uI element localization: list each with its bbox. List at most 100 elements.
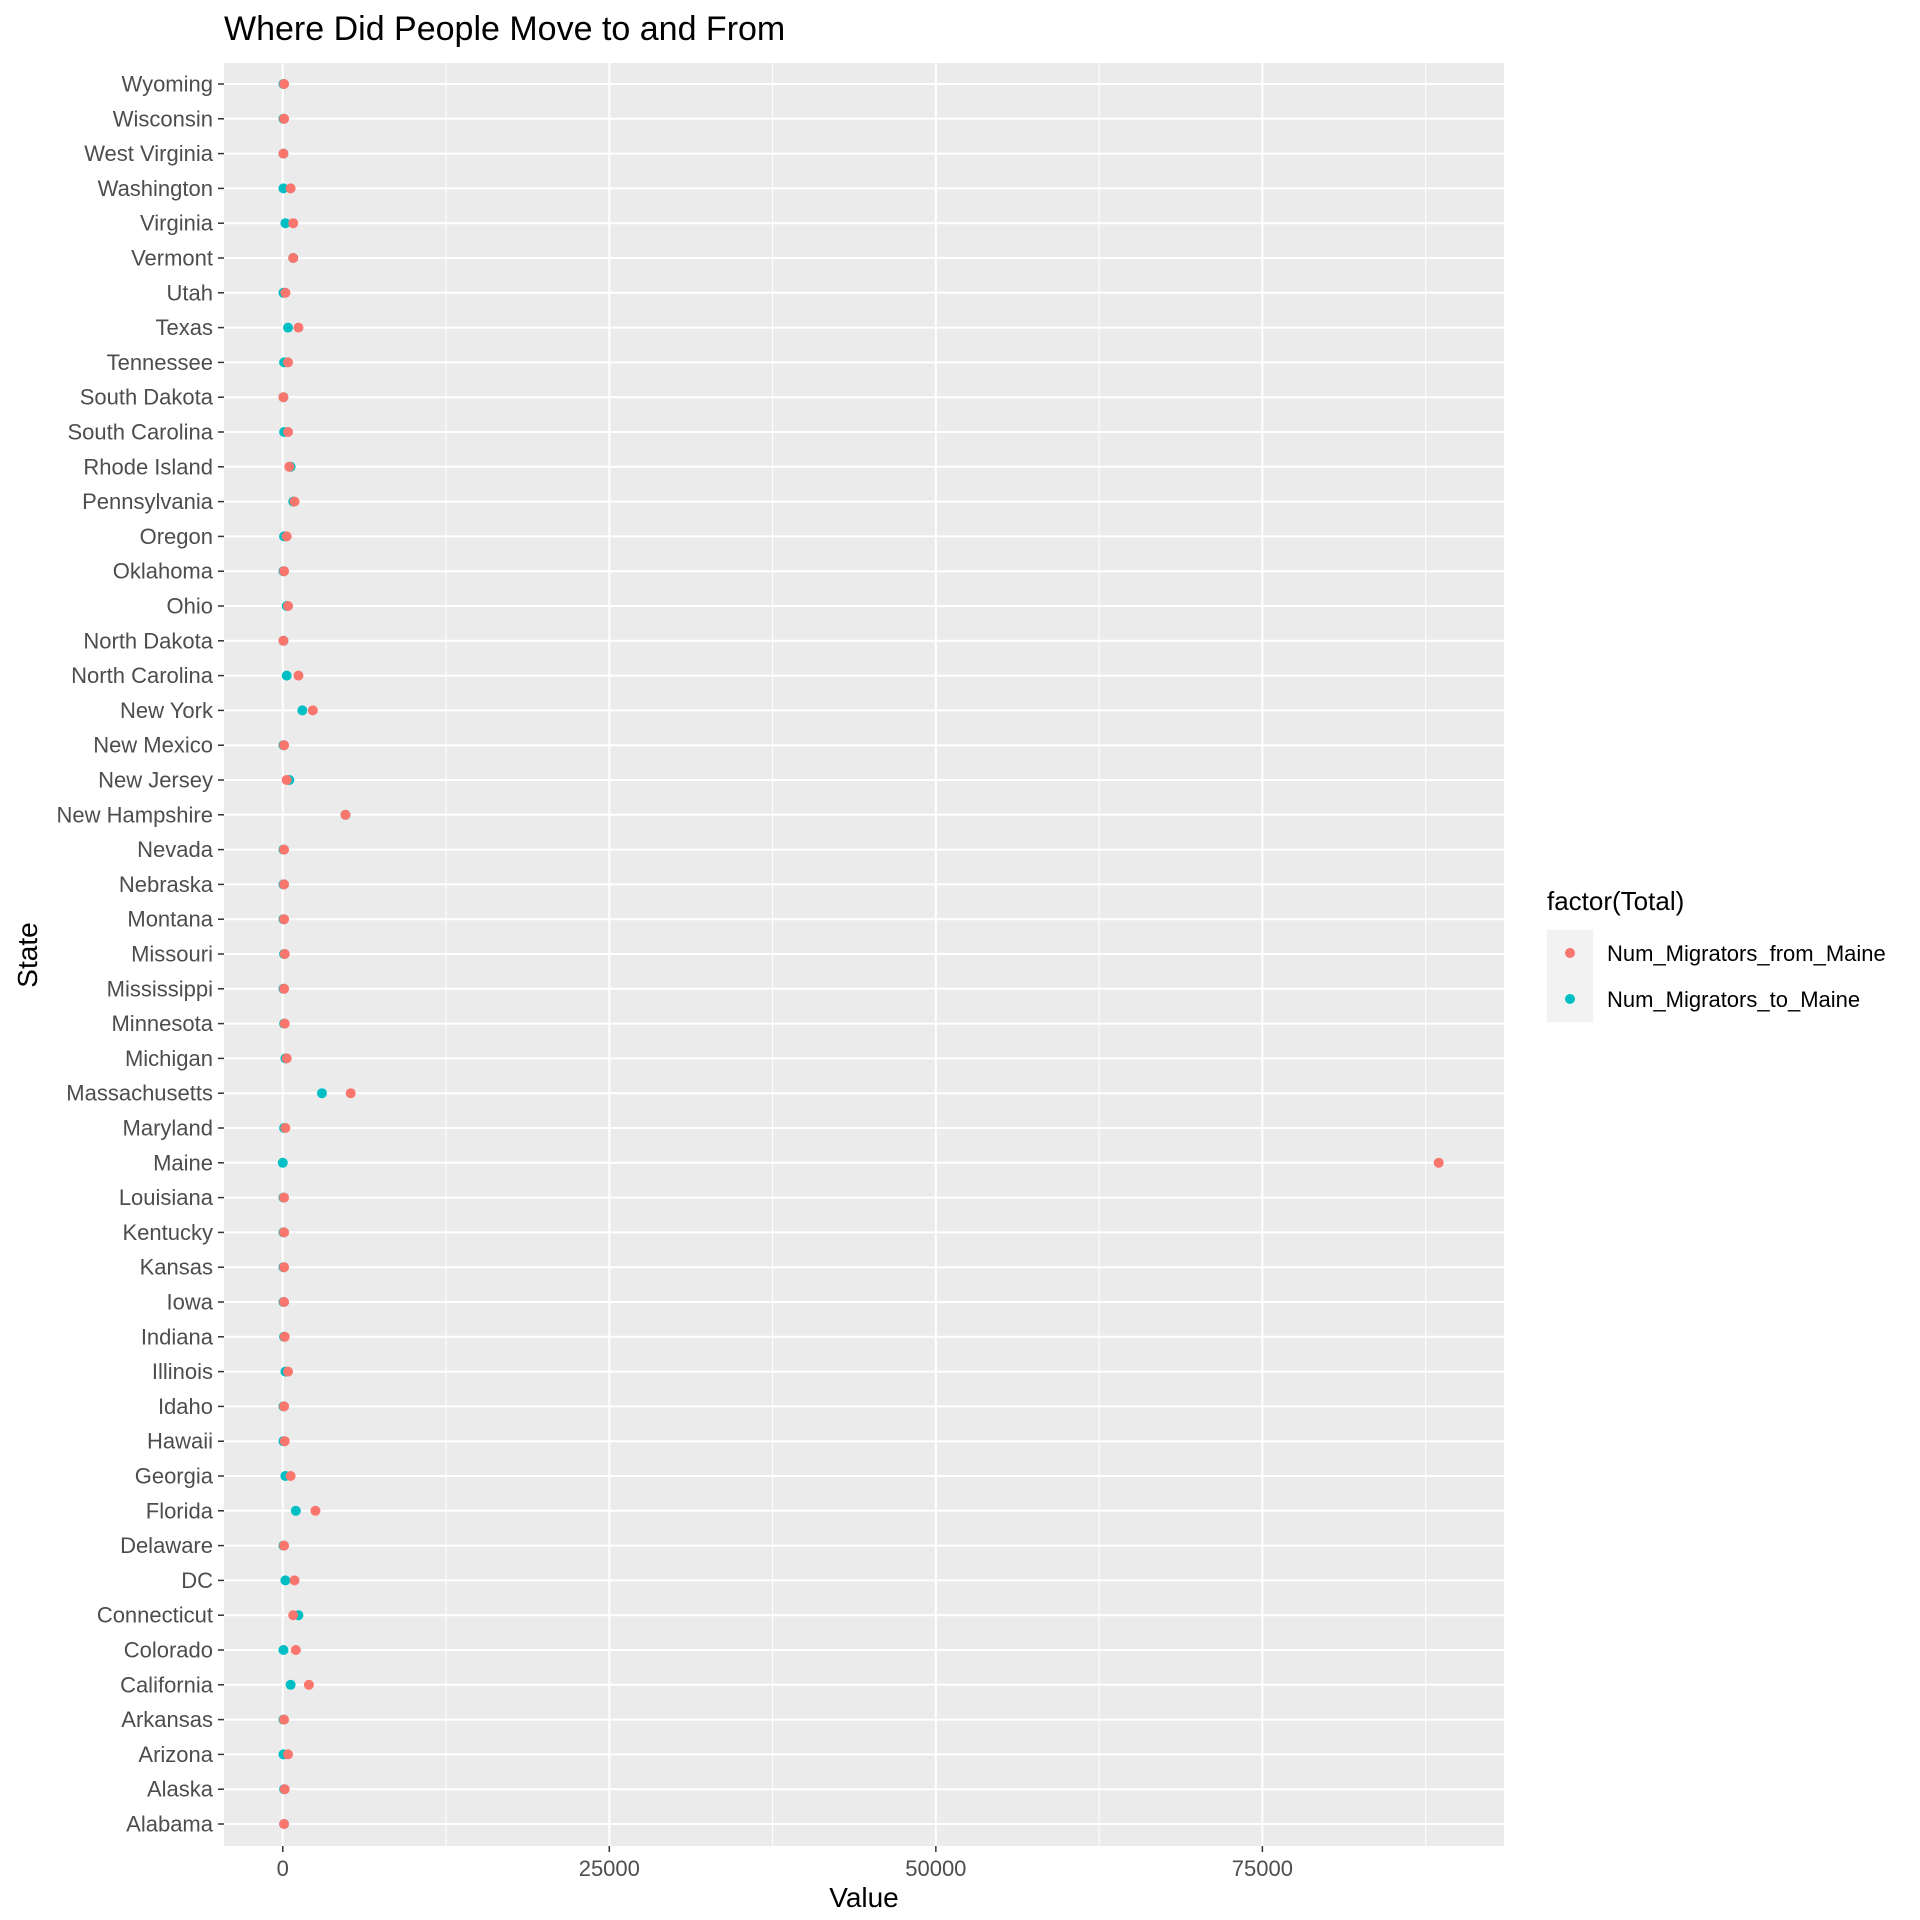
point-num-migrators-from-maine-new-jersey — [281, 775, 292, 785]
point-num-migrators-from-maine-delaware — [279, 1540, 290, 1551]
point-num-migrators-from-maine-maine — [1433, 1157, 1444, 1168]
y-tick-label: Wyoming — [122, 72, 214, 97]
point-num-migrators-from-maine-kansas — [279, 1262, 290, 1273]
y-tick-label: Pennsylvania — [82, 489, 214, 514]
y-tick-label: North Dakota — [83, 628, 213, 653]
point-num-migrators-from-maine-montana — [279, 914, 290, 925]
point-num-migrators-from-maine-florida — [310, 1505, 321, 1516]
y-tick-label: Delaware — [120, 1533, 213, 1558]
point-num-migrators-from-maine-mississippi — [279, 983, 290, 994]
point-num-migrators-from-maine-iowa — [279, 1297, 290, 1307]
point-num-migrators-from-maine-missouri — [279, 949, 290, 959]
point-num-migrators-to-maine-california — [285, 1679, 296, 1690]
y-tick-label: North Carolina — [71, 663, 214, 688]
point-num-migrators-from-maine-maryland — [280, 1123, 291, 1133]
point-num-migrators-to-maine-north-carolina — [281, 670, 292, 681]
x-tick-label: 0 — [277, 1856, 289, 1881]
point-num-migrators-from-maine-alaska — [279, 1784, 290, 1795]
y-tick-label: Louisiana — [119, 1185, 214, 1210]
y-tick-label: New Mexico — [93, 733, 213, 758]
point-num-migrators-from-maine-dc — [289, 1575, 300, 1586]
point-num-migrators-from-maine-north-carolina — [293, 670, 304, 681]
y-tick-label: West Virginia — [84, 141, 214, 166]
legend-key-num-migrators-to-maine — [1565, 994, 1575, 1004]
y-tick-label: Ohio — [167, 594, 213, 619]
y-tick-label: New York — [120, 698, 214, 723]
point-num-migrators-from-maine-colorado — [290, 1645, 301, 1655]
point-num-migrators-from-maine-oregon — [281, 531, 292, 542]
point-num-migrators-from-maine-georgia — [285, 1471, 296, 1481]
point-num-migrators-from-maine-west-virginia — [278, 148, 289, 159]
point-num-migrators-from-maine-south-dakota — [278, 392, 289, 403]
y-tick-label: Indiana — [141, 1324, 214, 1349]
point-num-migrators-from-maine-michigan — [281, 1053, 292, 1064]
point-num-migrators-from-maine-south-carolina — [283, 427, 293, 437]
y-tick-label: Massachusetts — [66, 1081, 213, 1106]
point-num-migrators-from-maine-oklahoma — [279, 566, 290, 577]
point-num-migrators-from-maine-rhode-island — [284, 461, 295, 472]
point-num-migrators-from-maine-new-hampshire — [340, 809, 351, 820]
point-num-migrators-from-maine-connecticut — [288, 1610, 299, 1621]
y-tick-label: Colorado — [124, 1638, 213, 1663]
y-tick-label: New Hampshire — [57, 802, 214, 827]
y-tick-label: Utah — [167, 280, 213, 305]
grid-lines — [224, 63, 1504, 1846]
point-num-migrators-to-maine-texas — [283, 322, 293, 333]
y-tick-label: South Dakota — [80, 385, 214, 410]
point-num-migrators-to-maine-dc — [280, 1575, 291, 1586]
point-num-migrators-from-maine-north-dakota — [278, 635, 289, 646]
y-tick-label: Maine — [153, 1150, 213, 1175]
point-num-migrators-from-maine-new-york — [307, 705, 318, 716]
y-tick-label: Alabama — [126, 1812, 214, 1837]
y-tick-label: Kentucky — [123, 1220, 214, 1245]
point-num-migrators-to-maine-maine — [277, 1157, 288, 1168]
y-tick-label: California — [120, 1672, 214, 1697]
data-points — [277, 79, 1444, 1829]
y-tick-label: Montana — [127, 907, 213, 932]
y-tick-label: Tennessee — [107, 350, 213, 375]
point-num-migrators-from-maine-nebraska — [279, 879, 290, 890]
legend-title: factor(Total) — [1547, 886, 1684, 916]
point-num-migrators-to-maine-virginia — [280, 218, 291, 229]
point-num-migrators-to-maine-massachusetts — [316, 1088, 327, 1099]
y-tick-label: Arizona — [138, 1742, 213, 1767]
y-tick-label: Arkansas — [121, 1707, 213, 1732]
y-tick-label: Kansas — [140, 1255, 213, 1280]
y-tick-label: Maryland — [123, 1116, 213, 1141]
x-tick-label: 25000 — [579, 1856, 640, 1881]
legend-key-num-migrators-from-maine — [1565, 948, 1575, 958]
point-num-migrators-from-maine-arkansas — [279, 1714, 290, 1725]
point-num-migrators-from-maine-washington — [285, 183, 296, 194]
y-tick-label: Georgia — [135, 1464, 214, 1489]
y-tick-label: Nevada — [137, 837, 214, 862]
y-tick-label: Washington — [98, 176, 213, 201]
x-tick-label: 75000 — [1232, 1856, 1293, 1881]
y-tick-label: Illinois — [152, 1359, 213, 1384]
y-tick-label: DC — [181, 1568, 213, 1593]
y-tick-label: Connecticut — [97, 1603, 213, 1628]
point-num-migrators-from-maine-arizona — [283, 1749, 293, 1760]
point-num-migrators-from-maine-ohio — [283, 601, 293, 611]
chart-title: Where Did People Move to and From — [224, 10, 785, 48]
x-axis: 0 25000 50000 75000 — [277, 1846, 1293, 1881]
point-num-migrators-from-maine-louisiana — [279, 1192, 290, 1203]
y-tick-label: Vermont — [131, 246, 213, 271]
point-num-migrators-to-maine-florida — [290, 1505, 301, 1516]
point-num-migrators-from-maine-texas — [293, 322, 304, 333]
legend: factor(Total) Num_Migrators_from_MaineNu… — [1547, 886, 1886, 1022]
legend-items: Num_Migrators_from_Maine Num_Migrators_to… — [1547, 930, 1886, 1022]
y-tick-label: Virginia — [140, 211, 214, 236]
y-tick-label: Wisconsin — [113, 106, 213, 131]
x-axis-title: Value — [829, 1882, 899, 1913]
legend-label: Num_Migrators_to_Maine — [1607, 987, 1860, 1012]
point-num-migrators-from-maine-tennessee — [283, 357, 293, 368]
y-tick-label: Mississippi — [107, 976, 213, 1001]
y-axis-title: State — [12, 922, 43, 987]
point-num-migrators-from-maine-california — [303, 1679, 314, 1690]
y-tick-label: Texas — [156, 315, 213, 340]
legend-label: Num_Migrators_from_Maine — [1607, 941, 1886, 966]
point-num-migrators-to-maine-washington — [278, 183, 289, 194]
y-tick-label: Oklahoma — [113, 559, 214, 584]
point-num-migrators-from-maine-pennsylvania — [289, 496, 300, 507]
point-num-migrators-from-maine-minnesota — [279, 1018, 290, 1029]
